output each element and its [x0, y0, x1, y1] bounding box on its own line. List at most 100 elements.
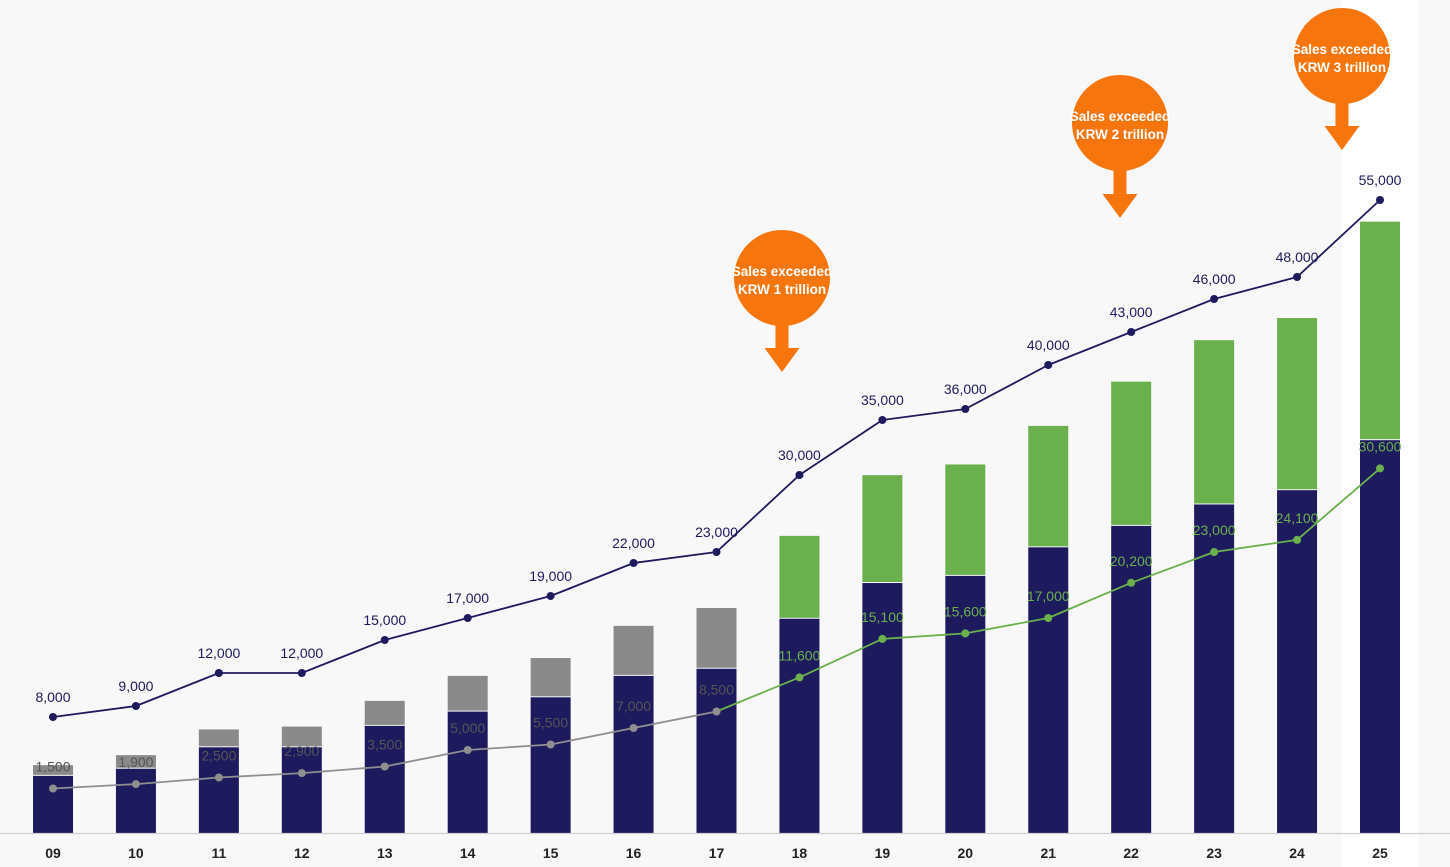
lower-point-11	[214, 669, 223, 677]
upper-line-segment-09	[52, 783, 136, 790]
upper-line-segment-22	[1130, 551, 1215, 584]
lower-value-label-11: 12,000	[197, 645, 240, 661]
lower-value-label-12: 12,000	[280, 645, 323, 661]
lower-point-20	[961, 405, 970, 413]
bar-top-22	[1111, 381, 1152, 525]
bar-top-11	[198, 729, 239, 747]
callout-arrow-icon	[1102, 168, 1138, 218]
upper-value-label-24: 24,100	[1276, 510, 1319, 526]
upper-point-20	[961, 629, 970, 638]
lower-point-22	[1127, 328, 1136, 336]
upper-value-label-10: 1,900	[118, 754, 153, 770]
upper-point-09	[49, 784, 57, 793]
bar-bottom-25	[1360, 440, 1400, 833]
upper-line-segment-23	[1213, 539, 1298, 553]
bar-top-13	[364, 700, 405, 725]
lower-value-label-25: 55,000	[1359, 172, 1402, 188]
upper-point-23	[1210, 548, 1219, 556]
upper-line-segment-11	[218, 772, 302, 779]
lower-line-segment-12	[301, 639, 386, 674]
x-tick-label-18: 18	[792, 845, 808, 861]
upper-value-label-13: 3,500	[367, 737, 402, 753]
upper-value-label-20: 15,600	[944, 603, 987, 619]
x-tick-label-23: 23	[1206, 845, 1222, 861]
upper-point-13	[380, 762, 389, 771]
upper-value-label-21: 17,000	[1027, 588, 1070, 604]
upper-line-segment-24	[1296, 467, 1381, 541]
upper-line-segment-13	[384, 749, 468, 768]
bar-bottom-14	[447, 711, 488, 833]
upper-line-segment-21	[1047, 581, 1132, 619]
lower-line-segment-19	[882, 408, 966, 421]
lower-point-19	[878, 416, 887, 424]
bar-bottom-21	[1028, 547, 1069, 833]
callout-1: Sales exceeded KRW 1 trillion	[732, 230, 832, 372]
bar-bottom-23	[1194, 504, 1235, 833]
lower-point-09	[49, 713, 57, 721]
callout-3: Sales exceeded KRW 3 trillion	[1292, 8, 1393, 150]
x-tick-label-16: 16	[626, 845, 642, 861]
x-tick-label-25: 25	[1372, 845, 1388, 861]
bar-bottom-12	[281, 747, 322, 833]
upper-line-segment-15	[550, 727, 634, 746]
lower-value-label-17: 23,000	[695, 524, 738, 540]
upper-line-segment-12	[301, 765, 385, 774]
bar-top-12	[281, 726, 322, 747]
upper-point-12	[297, 769, 306, 778]
x-tick-label-10: 10	[128, 845, 144, 861]
lower-value-label-16: 22,000	[612, 535, 655, 551]
bar-bottom-13	[364, 725, 405, 833]
upper-line-segment-14	[467, 743, 551, 751]
lower-point-23	[1210, 295, 1219, 303]
upper-point-24	[1293, 535, 1302, 544]
lower-line-segment-14	[467, 595, 551, 619]
bar-bottom-17	[696, 668, 737, 833]
callout-text-line2: KRW 1 trillion	[738, 282, 826, 297]
upper-value-label-15: 5,500	[533, 715, 568, 731]
upper-value-label-22: 20,200	[1110, 553, 1153, 569]
bar-bottom-09	[33, 775, 73, 833]
upper-point-11	[214, 773, 223, 782]
lower-point-25	[1376, 196, 1384, 204]
bar-bottom-11	[198, 747, 239, 833]
upper-value-label-18: 11,600	[779, 647, 821, 663]
lower-point-13	[380, 636, 389, 644]
lower-value-label-18: 30,000	[778, 447, 821, 463]
lower-line-segment-15	[550, 562, 634, 597]
upper-point-21	[1044, 614, 1053, 622]
bar-top-14	[447, 675, 488, 711]
lower-line-segment-21	[1047, 331, 1132, 366]
x-tick-label-17: 17	[709, 845, 725, 861]
lower-point-12	[297, 669, 306, 677]
lower-value-label-13: 15,000	[363, 612, 406, 628]
upper-point-19	[878, 634, 887, 643]
upper-value-label-12: 2,900	[284, 743, 319, 759]
x-tick-label-19: 19	[875, 845, 891, 861]
lower-value-label-09: 8,000	[35, 689, 70, 705]
lower-line-segment-18	[798, 419, 883, 476]
upper-point-10	[131, 780, 140, 789]
upper-line-segment-16	[633, 710, 717, 729]
x-tick-label-09: 09	[45, 845, 61, 861]
callout-arrow-icon	[1324, 101, 1360, 150]
bar-bottom-20	[945, 575, 986, 833]
x-tick-label-13: 13	[377, 845, 393, 861]
upper-point-14	[463, 746, 472, 754]
upper-point-15	[546, 740, 555, 749]
upper-point-17	[712, 707, 721, 716]
bar-top-09	[33, 765, 73, 775]
x-tick-label-12: 12	[294, 845, 310, 861]
lower-line-segment-22	[1130, 298, 1215, 333]
upper-value-label-16: 7,000	[616, 698, 651, 714]
callout-text-line1: Sales exceeded	[1292, 42, 1393, 57]
upper-point-16	[629, 724, 638, 732]
lower-line-segment-24	[1296, 199, 1381, 278]
callout-circle	[734, 230, 830, 326]
lower-value-label-15: 19,000	[529, 568, 572, 584]
x-tick-label-21: 21	[1040, 845, 1056, 861]
lower-point-15	[546, 592, 555, 600]
lower-line-segment-16	[633, 551, 717, 564]
bar-bottom-15	[530, 697, 571, 833]
